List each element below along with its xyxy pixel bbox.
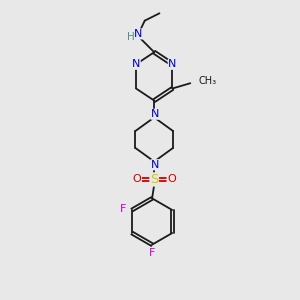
Text: F: F <box>120 204 126 214</box>
Text: CH₃: CH₃ <box>198 76 216 86</box>
Text: F: F <box>149 248 155 258</box>
Text: O: O <box>133 174 141 184</box>
Text: N: N <box>151 109 159 119</box>
Text: O: O <box>167 174 176 184</box>
Text: S: S <box>150 173 158 186</box>
Text: N: N <box>134 29 142 39</box>
Text: N: N <box>168 59 177 69</box>
Text: H: H <box>127 32 134 43</box>
Text: N: N <box>151 160 159 170</box>
Text: N: N <box>132 59 140 69</box>
